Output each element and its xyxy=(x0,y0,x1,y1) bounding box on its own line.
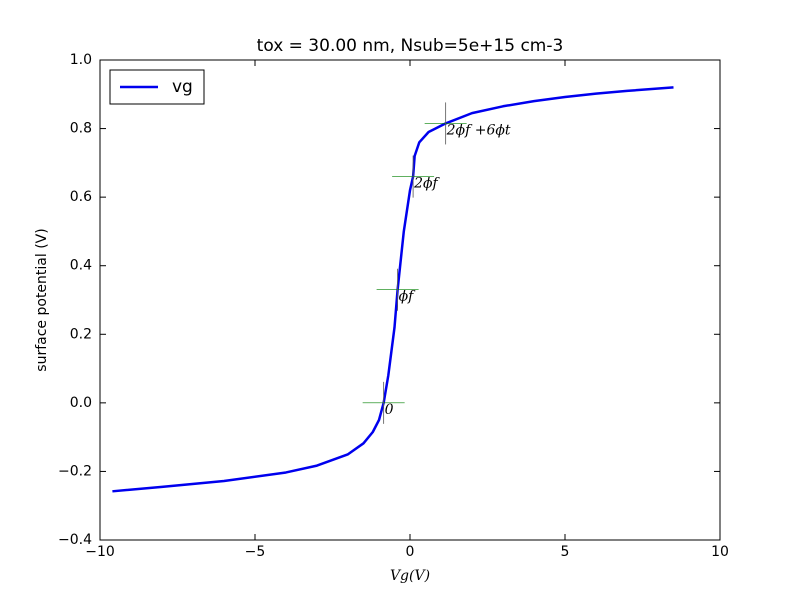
y-tick-label: 0.4 xyxy=(70,258,92,274)
y-tick-label: −0.4 xyxy=(58,532,92,548)
y-tick-label: −0.2 xyxy=(58,463,92,479)
annotation: 2ϕf xyxy=(413,176,440,192)
plot-frame xyxy=(99,59,721,541)
annotation: 0 xyxy=(385,402,394,418)
x-tick-label: −5 xyxy=(245,544,266,560)
x-tick-label: −10 xyxy=(85,544,115,560)
x-tick-label: 5 xyxy=(561,544,570,560)
x-tick-label: 0 xyxy=(406,544,415,560)
y-tick-label: 1.0 xyxy=(70,52,92,68)
x-tick-label: 10 xyxy=(711,544,729,560)
y-axis-label: surface potential (V) xyxy=(34,228,50,371)
annotation: ϕf xyxy=(399,289,417,305)
y-tick-label: 0.2 xyxy=(70,326,92,342)
y-tick-label: 0.0 xyxy=(70,395,92,411)
annotation: 2ϕf +6ϕt xyxy=(446,122,511,138)
x-axis-label: Vg(V) xyxy=(390,568,430,584)
data-line xyxy=(112,86,674,493)
y-tick-label: 0.6 xyxy=(70,189,92,205)
legend-label: vg xyxy=(172,77,193,97)
y-tick-label: 0.8 xyxy=(70,121,92,137)
chart-title: tox = 30.00 nm, Nsub=5e+15 cm-3 xyxy=(257,36,564,56)
